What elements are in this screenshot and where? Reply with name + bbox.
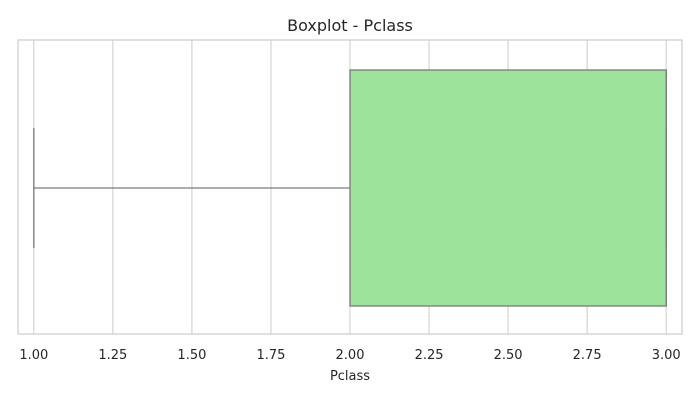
x-tick-label: 3.00 [652,348,681,363]
x-tick-label: 2.25 [415,348,444,363]
plot-area-frame [17,39,683,335]
x-tick-label: 2.50 [494,348,523,363]
x-tick-label: 1.00 [19,348,48,363]
x-tick-label: 2.00 [336,348,365,363]
x-axis-label: Pclass [330,369,370,384]
chart-title: Boxplot - Pclass [287,16,413,35]
x-tick-label: 1.50 [177,348,206,363]
x-tick-label: 1.75 [256,348,285,363]
box-group [33,69,667,307]
iqr-box [349,69,667,307]
x-tick-label: 1.25 [98,348,127,363]
x-tick-labels: 1.00 1.25 1.50 1.75 2.00 2.25 2.50 2.75 3.00 [19,348,680,363]
x-tick-label: 2.75 [573,348,602,363]
